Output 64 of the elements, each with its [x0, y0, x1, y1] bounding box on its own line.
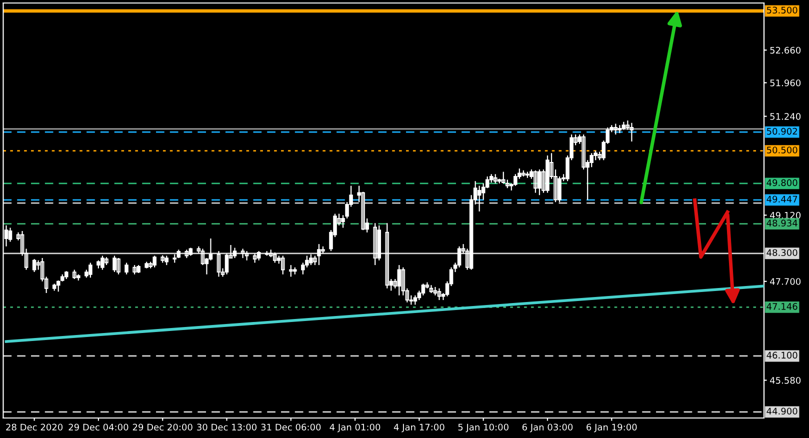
- candlestick: [309, 254, 313, 266]
- candlestick: [317, 244, 321, 266]
- ref-line-label: 50.500: [766, 146, 798, 154]
- candlestick: [280, 255, 285, 275]
- candlestick: [433, 286, 438, 296]
- x-tick-label: 6 Jan 19:00: [586, 424, 637, 432]
- x-tick-label: 29 Dec 04:00: [68, 424, 128, 431]
- candlestick: [32, 258, 36, 273]
- candlestick: [8, 227, 12, 242]
- ref-line-label: 48.934: [766, 220, 798, 226]
- candlestick: [437, 288, 442, 301]
- candlestick: [72, 269, 76, 280]
- candlestick: [216, 250, 221, 278]
- candlestick: [477, 185, 482, 212]
- candlestick: [538, 168, 542, 196]
- candlestick: [232, 247, 237, 259]
- candlestick: [397, 264, 402, 296]
- x-tick-label: 4 Jan 17:00: [394, 424, 444, 432]
- candlestick: [630, 122, 634, 142]
- x-tick-label: 29 Dec 20:00: [132, 424, 192, 431]
- ref-line-label: 53.500: [766, 6, 798, 14]
- candlestick: [502, 171, 506, 184]
- x-tick-label: 4 Jan 01:00: [330, 424, 380, 432]
- ref-line-label: 49.447: [766, 196, 798, 203]
- candlestick: [132, 264, 136, 275]
- y-tick-label: 45.580: [770, 376, 801, 384]
- ref-line-label: 50.902: [766, 128, 797, 135]
- x-tick-label: 30 Dec 13:00: [197, 424, 257, 431]
- y-tick-label: 52.660: [770, 46, 801, 54]
- candlestick: [88, 262, 92, 278]
- x-tick-label: 31 Dec 06:00: [261, 424, 321, 431]
- candlestick: [240, 248, 245, 259]
- y-tick-label: 49.120: [770, 212, 801, 219]
- ref-line-label: 44.900: [766, 408, 798, 415]
- x-tick-label: 6 Jan 03:00: [522, 424, 573, 432]
- candlestick: [100, 255, 104, 270]
- candlestick: [116, 258, 120, 275]
- candlestick: [429, 284, 434, 294]
- x-tick-label: 28 Dec 2020: [6, 424, 63, 431]
- candlestick: [252, 252, 257, 264]
- candlestick: [373, 222, 377, 266]
- candlestick: [256, 250, 261, 261]
- ref-line-label: 49.800: [766, 179, 798, 186]
- ref-line-label: 48.300: [766, 249, 798, 256]
- candlestick: [385, 222, 390, 289]
- ref-line-label: 46.100: [766, 352, 798, 359]
- candlestick: [614, 123, 618, 136]
- y-tick-label: 51.240: [770, 113, 801, 120]
- candlestick: [272, 252, 277, 264]
- candlestick: [421, 283, 426, 296]
- y-tick-label: 47.700: [770, 278, 801, 285]
- x-tick-label: 5 Jan 10:00: [458, 424, 508, 432]
- candlestick: [534, 170, 538, 194]
- candlestick: [289, 264, 293, 278]
- candlestick: [493, 174, 498, 184]
- candlestick: [152, 255, 156, 268]
- candlestick: [124, 262, 128, 275]
- y-tick-label: 51.960: [770, 79, 801, 86]
- candlestick: [244, 250, 249, 261]
- candlestick: [164, 255, 169, 266]
- candlestick: [112, 255, 116, 273]
- ref-line-label: 47.146: [766, 303, 798, 310]
- candlestick: [457, 246, 462, 268]
- candlestick: [413, 294, 418, 306]
